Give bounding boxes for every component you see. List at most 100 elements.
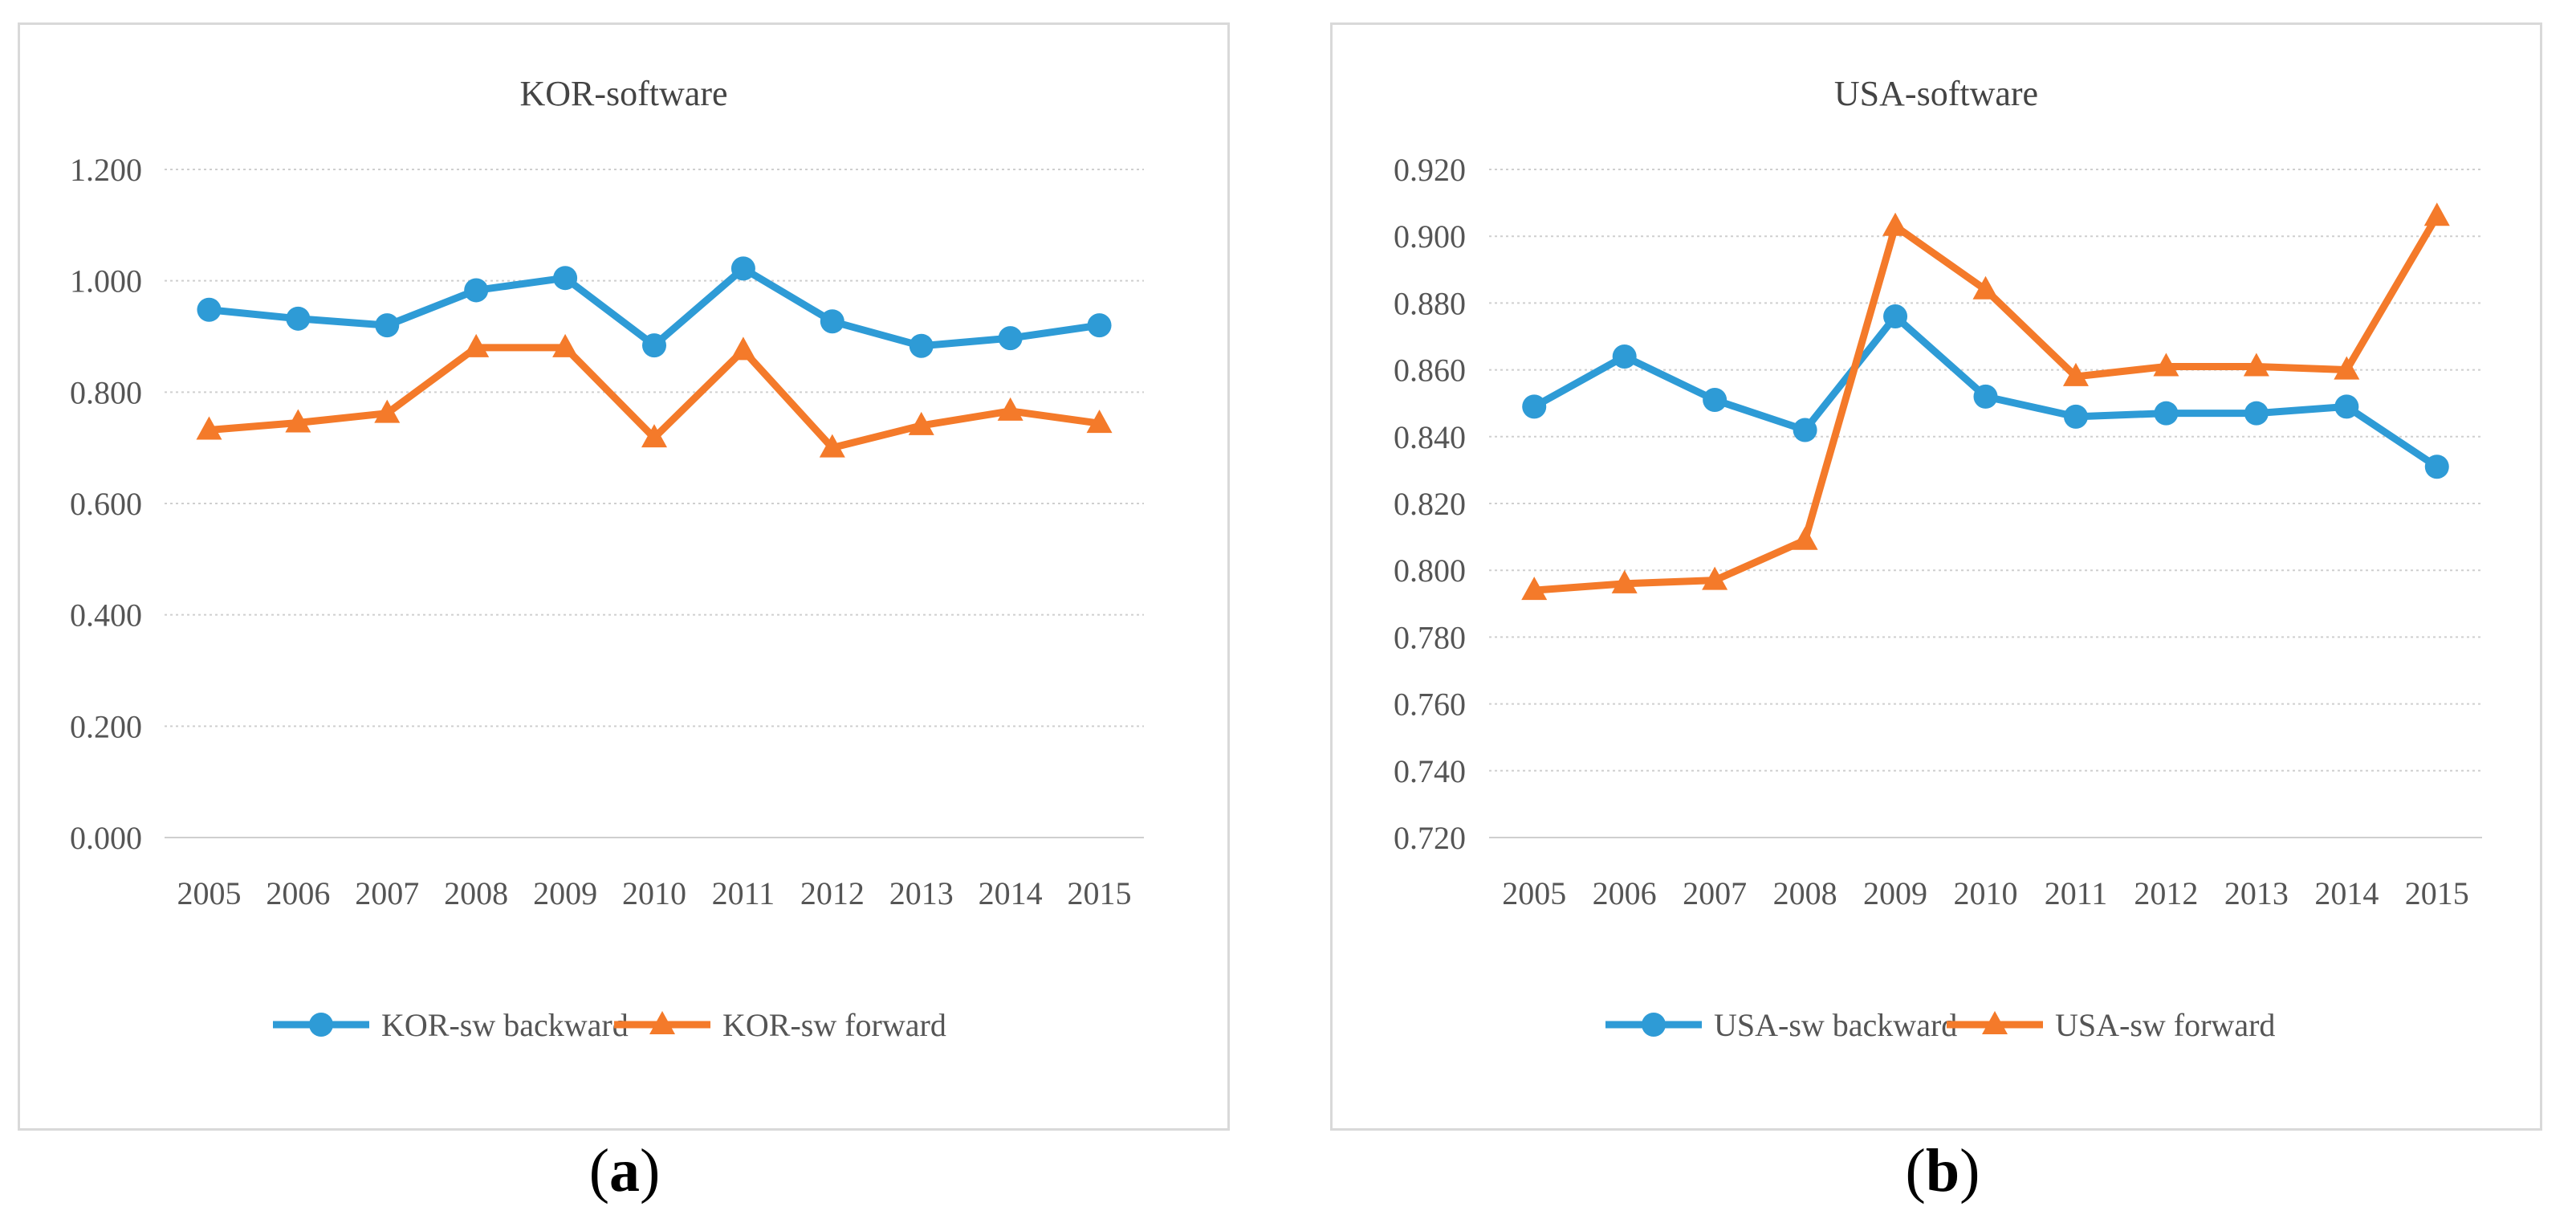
data-point [998,326,1023,351]
x-tick-label: 2011 [2045,875,2108,911]
data-point [1793,418,1817,442]
data-point [1972,275,1999,300]
y-tick-label: 0.820 [1394,486,1466,522]
legend-label: KOR-sw forward [722,1007,946,1043]
x-tick-label: 2006 [1593,875,1657,911]
data-point [2424,455,2449,479]
series-forward [1521,202,2450,601]
y-tick-label: 0.800 [70,374,142,410]
data-point [641,424,667,448]
chart-kor-software: KOR-software 0.000 0.200 0.400 0.600 0.800 1.0… [70,74,1144,1043]
x-tick-label: 2014 [2314,875,2379,911]
legend-marker [1642,1013,1666,1037]
y-tick-label: 0.740 [1394,753,1466,789]
caption-a: (a) [588,1137,661,1205]
chart-usa-software: USA-software 0.720 0.740 0.760 0.780 0.800 0.8… [1394,74,2482,1043]
data-point [1882,212,1909,236]
x-tick-label: 2012 [800,875,865,911]
y-tick-label: 0.400 [70,597,142,634]
data-point [1521,577,1548,601]
data-point [908,411,934,435]
legend-label: USA-sw backward [1714,1007,1957,1043]
y-tick-label: 0.800 [1394,552,1466,589]
y-tick-label: 1.000 [70,263,142,300]
y-tick-label: 0.860 [1394,353,1466,389]
legend-label: USA-sw forward [2055,1007,2275,1043]
y-tick-label: 0.840 [1394,419,1466,455]
x-tick-label: 2005 [177,875,241,911]
data-point [1522,394,1547,419]
data-point [552,333,579,357]
x-tick-label: 2005 [1502,875,1566,911]
series-backward [197,256,1112,358]
data-point [2244,401,2269,426]
y-tick-label: 0.760 [1394,687,1466,723]
y-tick-label: 0.900 [1394,218,1466,255]
data-point [285,409,311,433]
data-point [463,333,490,357]
data-point [464,278,489,303]
legend-item: USA-sw backward [1605,1007,1957,1043]
data-point [1086,410,1113,434]
data-point [2062,362,2089,386]
data-point [2334,394,2359,419]
x-tick-label: 2011 [712,875,775,911]
legend-marker [649,1011,675,1034]
caption-b-letter: b [1925,1137,1960,1205]
data-point [197,297,222,322]
legend-label: KOR-sw backward [381,1007,629,1043]
caption-b: (b) [1905,1137,1980,1205]
x-tick-label: 2010 [622,875,686,911]
data-point [2153,353,2179,377]
data-point [730,256,755,281]
data-point [2243,353,2269,377]
x-tick-label: 2008 [1773,875,1837,911]
data-point [820,309,844,334]
y-tick-label: 1.200 [70,152,142,188]
data-point [1611,569,1638,593]
data-point [730,336,756,361]
x-tick-label: 2007 [1683,875,1747,911]
y-tick-label: 0.920 [1394,152,1466,188]
series-forward [196,333,1113,458]
chart-title: KOR-software [519,74,727,113]
y-tick-label: 0.600 [70,486,142,522]
y-tick-label: 0.880 [1394,285,1466,321]
x-tick-label: 2008 [444,875,508,911]
x-tick-label: 2014 [979,875,1043,911]
y-tick-label: 0.780 [1394,619,1466,655]
x-tick-label: 2006 [266,875,330,911]
data-point [2154,401,2179,426]
data-point [997,397,1023,421]
x-tick-label: 2013 [2224,875,2289,911]
x-tick-label: 2015 [2405,875,2469,911]
data-point [374,399,401,423]
data-point [1612,344,1637,369]
x-tick-label: 2009 [533,875,597,911]
data-point [2334,356,2360,380]
y-tick-label: 0.720 [1394,820,1466,856]
x-tick-label: 2010 [1954,875,2018,911]
data-point [375,313,400,338]
x-tick-label: 2007 [355,875,419,911]
legend-item: KOR-sw backward [273,1007,629,1043]
caption-a-letter: a [609,1137,640,1205]
x-tick-label: 2012 [2134,875,2198,911]
data-point [1792,526,1818,550]
data-point [642,333,666,358]
data-point [1702,566,1728,590]
x-tick-label: 2009 [1863,875,1927,911]
legend-marker [1982,1011,2008,1034]
data-point [1087,313,1112,338]
data-point [1703,388,1728,413]
data-point [1973,384,1998,409]
y-tick-label: 0.200 [70,708,142,744]
x-tick-label: 2015 [1068,875,1132,911]
data-point [1883,304,1908,329]
legend-item: USA-sw forward [1947,1007,2275,1043]
chart-panel-usa: USA-software 0.720 0.740 0.760 0.780 0.800 0.8… [1330,22,2542,1131]
data-point [909,333,934,358]
chart-panel-kor: KOR-software 0.000 0.200 0.400 0.600 0.800 1.0… [18,22,1230,1131]
data-point [196,416,222,440]
data-point [2063,404,2088,429]
